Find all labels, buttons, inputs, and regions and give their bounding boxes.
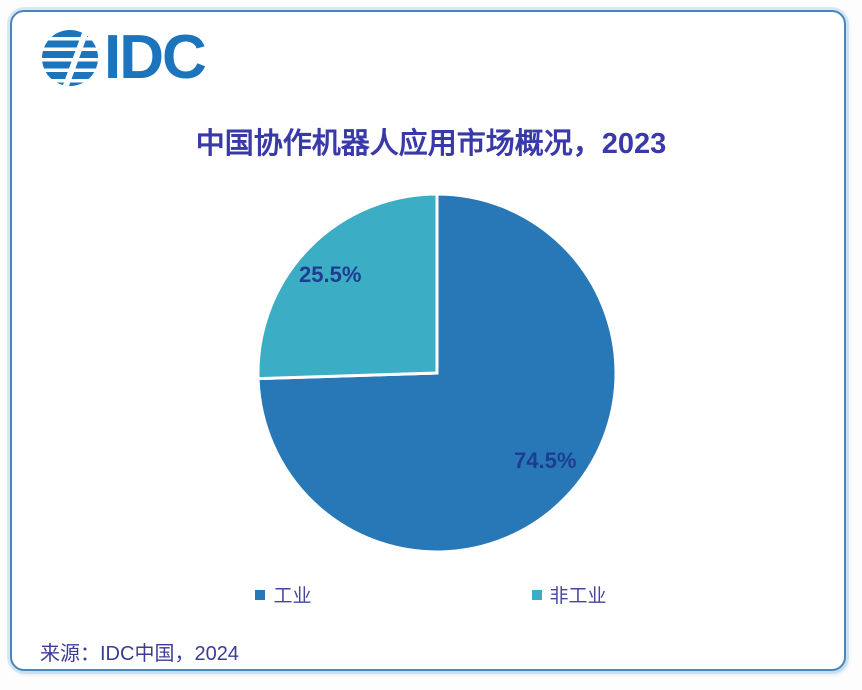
pie-label-non-industrial: 25.5%	[299, 262, 362, 287]
legend-label-non-industrial: 非工业	[549, 586, 607, 607]
idc-logo: IDC	[42, 23, 207, 92]
legend-label-industrial: 工业	[273, 586, 312, 607]
legend-item-industrial: 工业	[255, 581, 312, 608]
legend-item-non-industrial: 非工业	[531, 581, 607, 608]
logo-text: IDC	[104, 23, 207, 92]
legend: 工业 非工业	[0, 581, 862, 608]
legend-swatch-non-industrial	[531, 589, 542, 600]
chart-title: 中国协作机器人应用市场概况，2023	[195, 128, 667, 160]
legend-swatch-industrial	[255, 589, 266, 600]
pie-slice-non-industrial	[256, 192, 439, 381]
source-note: 来源：IDC中国，2024	[40, 643, 239, 665]
pie-label-industrial: 74.5%	[514, 448, 577, 473]
pie-chart	[256, 192, 618, 554]
globe-icon	[42, 30, 98, 86]
